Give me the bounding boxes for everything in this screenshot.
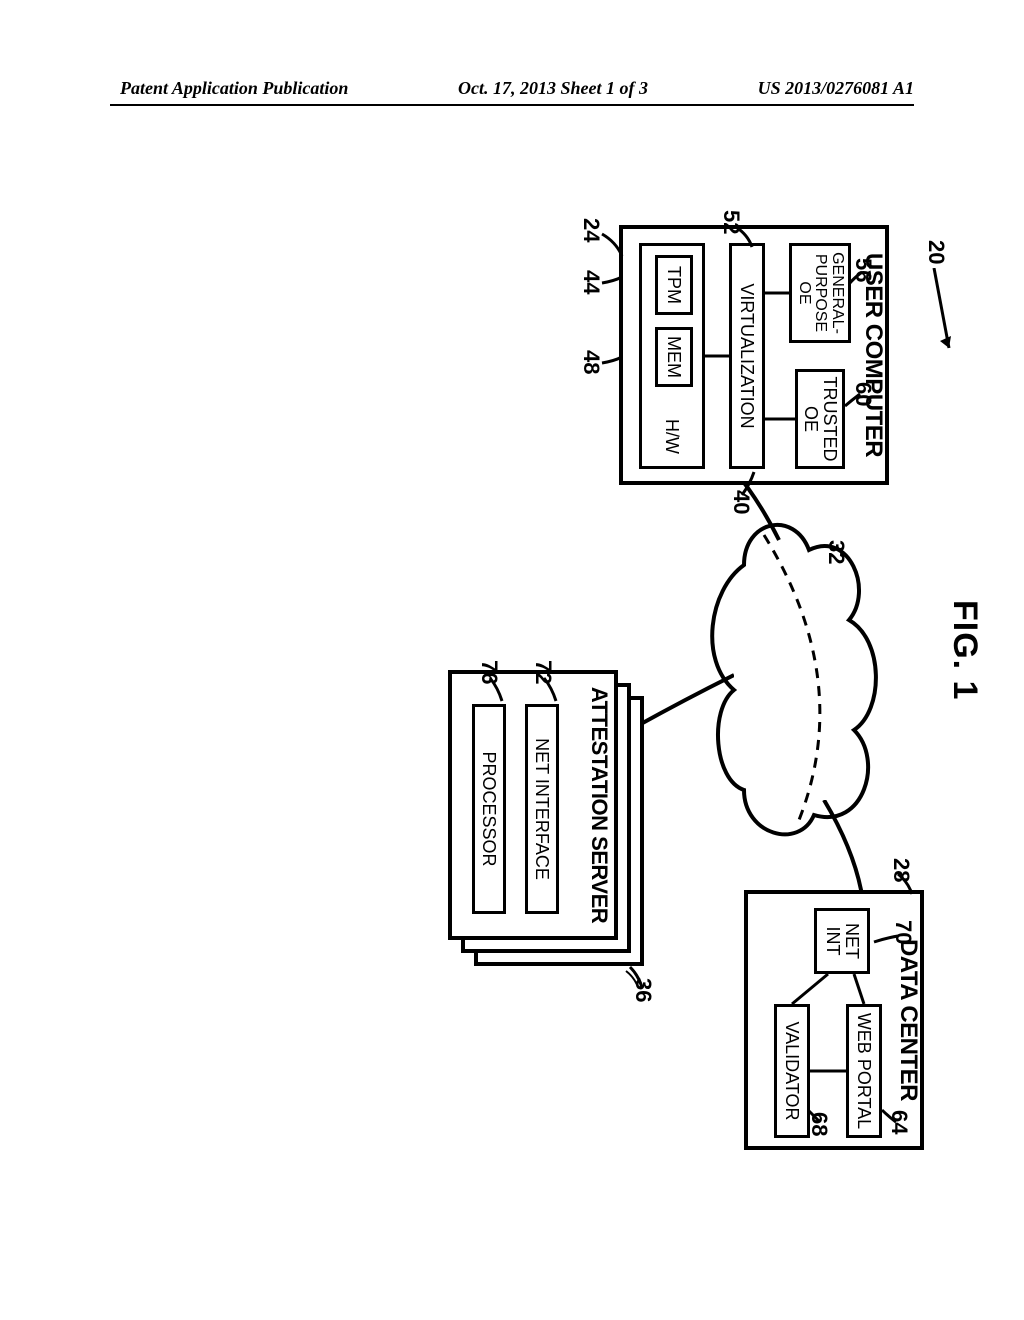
- net-interface-label: NET INTERFACE: [533, 738, 552, 880]
- lead-70: [870, 932, 900, 950]
- header-center: Oct. 17, 2013 Sheet 1 of 3: [458, 78, 648, 99]
- user-computer-box: USER COMPUTER GENERAL- PURPOSE OE TRUSTE…: [619, 225, 889, 485]
- lead-40: [738, 470, 756, 498]
- header-left: Patent Application Publication: [120, 78, 348, 99]
- ref-20-arrow: [914, 268, 954, 368]
- lead-56: [846, 270, 864, 288]
- lead-72: [540, 676, 558, 704]
- link-cloud-datacenter: [804, 800, 864, 900]
- header-rule: [110, 104, 914, 106]
- figure-label: FIG. 1: [945, 600, 984, 700]
- link-cloud-attestation: [634, 670, 734, 750]
- header-right: US 2013/0276081 A1: [758, 78, 914, 99]
- lead-28: [892, 872, 914, 897]
- lead-36: [624, 965, 644, 990]
- attestation-title: ATTESTATION SERVER: [586, 674, 612, 936]
- lead-24: [599, 232, 624, 262]
- lead-52: [734, 225, 754, 250]
- user-computer-connectors: [615, 229, 885, 489]
- ref-20: 20: [923, 240, 949, 264]
- lead-48: [599, 355, 624, 375]
- lead-64: [878, 1108, 898, 1128]
- processor-label: PROCESSOR: [480, 751, 499, 866]
- page-header: Patent Application Publication Oct. 17, …: [0, 78, 1024, 99]
- lead-44: [599, 275, 624, 295]
- attestation-stack: ATTESTATION SERVER NET INTERFACE PROCESS…: [444, 670, 644, 970]
- net-interface: NET INTERFACE: [525, 704, 559, 914]
- lead-60: [842, 392, 862, 410]
- lead-76: [486, 676, 504, 704]
- figure-canvas: FIG. 1 20 32 USER COMPUTER GENERAL- PURP…: [24, 170, 1024, 1194]
- processor: PROCESSOR: [472, 704, 506, 914]
- lead-68: [804, 1108, 822, 1128]
